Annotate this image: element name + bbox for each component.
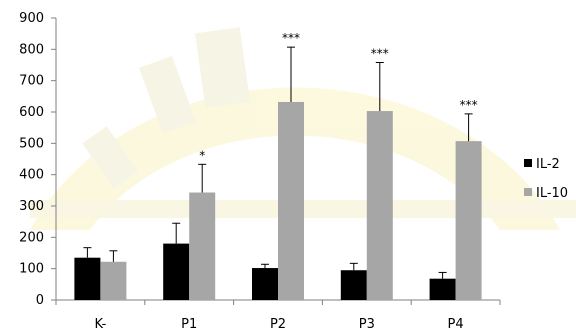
significance-label: ***	[371, 46, 389, 60]
bar-il-10	[366, 111, 393, 300]
bar-il-2	[429, 278, 456, 300]
bar-il-10	[455, 141, 482, 300]
significance-label: ***	[282, 31, 300, 45]
legend-swatch	[524, 159, 532, 167]
bar-il-2	[74, 257, 101, 300]
x-tick-label: K-	[94, 317, 106, 330]
legend-label: IL-2	[536, 157, 560, 172]
x-tick-label: P2	[270, 317, 286, 330]
y-tick-label: 400	[19, 168, 44, 183]
y-tick-label: 600	[19, 105, 44, 120]
y-tick-label: 200	[19, 230, 44, 245]
y-tick-label: 700	[19, 74, 44, 89]
y-tick-label: 800	[19, 42, 44, 57]
x-tick-label: P4	[448, 317, 464, 330]
y-tick-label: 300	[19, 199, 44, 214]
significance-label: ***	[460, 98, 478, 112]
y-tick-label: 500	[19, 136, 44, 151]
bar-il-10	[100, 261, 127, 300]
legend-label: IL-10	[536, 186, 568, 201]
y-tick-label: 0	[36, 293, 44, 308]
bar-il-2	[340, 270, 367, 300]
y-tick-label: 100	[19, 262, 44, 277]
bar-il-10	[278, 101, 304, 301]
bar-il-2	[252, 268, 278, 300]
significance-label: *	[199, 148, 205, 162]
y-tick-label: 900	[19, 11, 44, 26]
bar-il-2	[163, 243, 190, 300]
bar-il-10	[189, 192, 216, 300]
legend-swatch	[524, 188, 532, 196]
x-tick-label: P3	[359, 317, 375, 330]
plot-area: 0 100 200 300 400 500 600 700 800 900 K- * P1 *** P2 **…	[19, 11, 568, 332]
x-tick-label: P1	[181, 317, 197, 330]
